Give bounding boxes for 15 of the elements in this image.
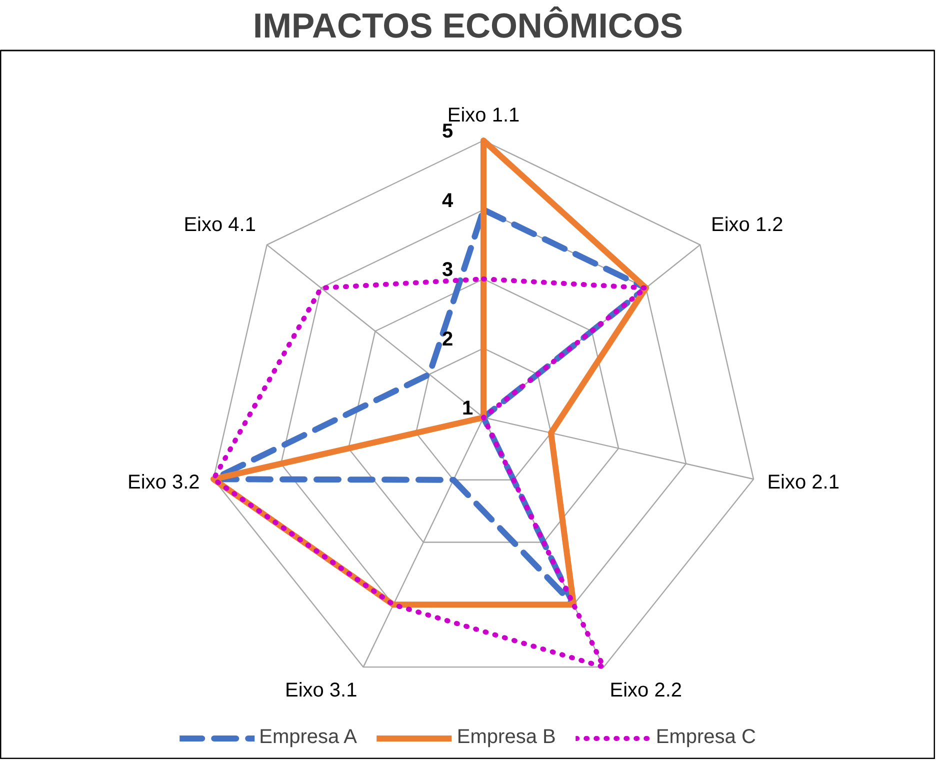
y-tick-label: 5: [442, 120, 454, 142]
y-tick-label: 1: [462, 398, 474, 420]
spoke-label: Eixo 3.2: [128, 471, 200, 494]
legend-label: Empresa B: [456, 726, 556, 749]
chart-title: IMPACTOS ECONÔMICOS: [252, 6, 684, 46]
y-tick-label: 4: [442, 190, 454, 212]
y-tick-label: 3: [442, 259, 454, 281]
spoke-label: Eixo 4.1: [184, 214, 256, 236]
legend-label: Empresa A: [259, 726, 357, 749]
y-tick-label: 2: [442, 328, 454, 350]
legend-label: Empresa C: [656, 726, 756, 749]
spoke-label: Eixo 1.2: [711, 214, 784, 236]
spoke-label: Eixo 2.2: [610, 680, 682, 702]
spoke-label: Eixo 3.1: [284, 680, 358, 702]
spoke-label: Eixo 2.1: [767, 471, 840, 494]
